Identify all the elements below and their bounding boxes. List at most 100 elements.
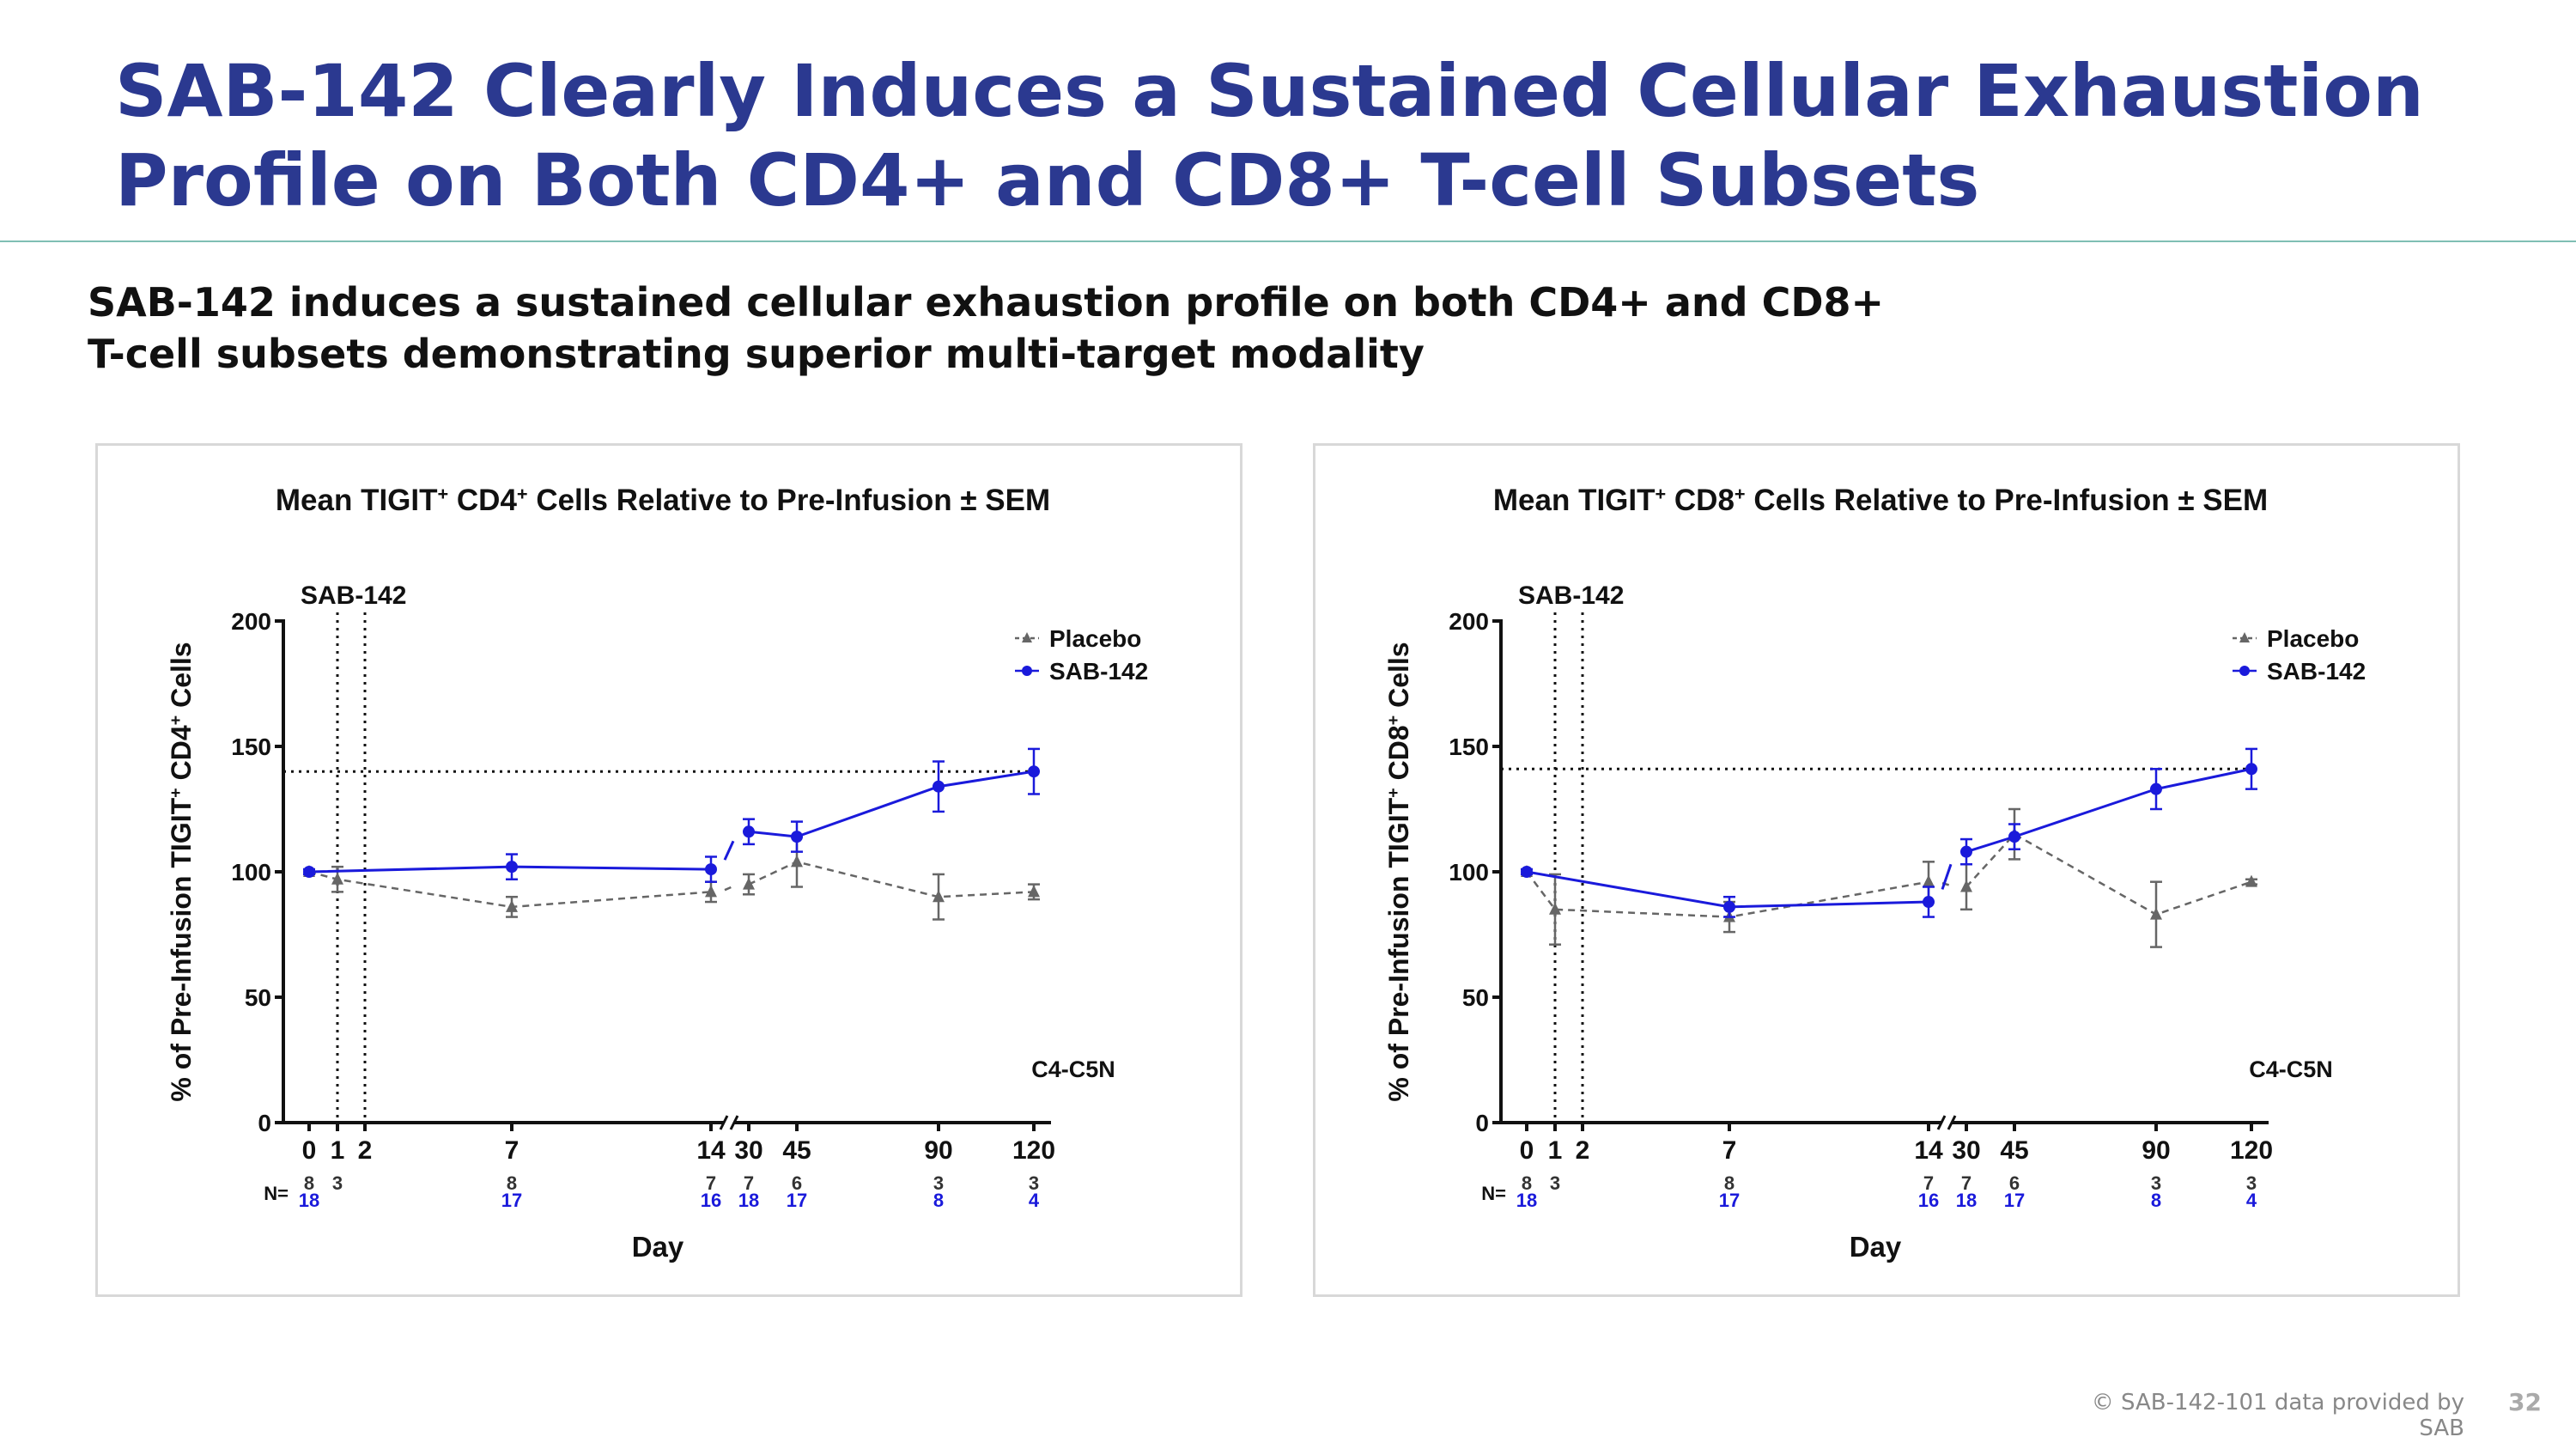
slide-subtitle-line2: T-cell subsets demonstrating superior mu… bbox=[88, 331, 1425, 377]
n-count-sab142: 18 bbox=[299, 1190, 319, 1211]
slide-title-line1: SAB-142 Clearly Induces a Sustained Cell… bbox=[115, 49, 2424, 133]
y-axis-label-part-1: + bbox=[1384, 788, 1403, 798]
n-count-placebo: 3 bbox=[2246, 1172, 2257, 1194]
y-axis-label-part-0: % of Pre-Infusion TIGIT bbox=[1383, 797, 1414, 1101]
n-count-placebo: 8 bbox=[1724, 1172, 1735, 1194]
data-point-sab142 bbox=[1960, 845, 1972, 858]
series-line-placebo bbox=[1965, 832, 2252, 916]
data-point-placebo bbox=[2150, 907, 2162, 920]
series-break-connector bbox=[1941, 863, 1953, 890]
y-tick-label: 0 bbox=[258, 1110, 271, 1136]
n-count-placebo: 7 bbox=[744, 1172, 754, 1194]
x-tick-label: 30 bbox=[1952, 1136, 1980, 1165]
data-point-sab142 bbox=[705, 863, 717, 876]
n-count-sab142: 18 bbox=[738, 1190, 759, 1211]
y-axis-label-part-0: % of Pre-Infusion TIGIT bbox=[166, 797, 197, 1101]
n-count-placebo: 8 bbox=[507, 1172, 517, 1194]
data-point-sab142 bbox=[303, 866, 315, 878]
n-count-placebo: 7 bbox=[1961, 1172, 1971, 1194]
data-point-sab142 bbox=[2150, 782, 2162, 795]
x-tick-label: 7 bbox=[1722, 1136, 1737, 1165]
chart-title-part-4: Cells Relative to Pre-Infusion ± SEM bbox=[528, 484, 1051, 517]
x-tick-label: 45 bbox=[782, 1136, 811, 1165]
x-tick-label: 45 bbox=[2000, 1136, 2028, 1165]
n-count-sab142: 18 bbox=[1516, 1190, 1537, 1211]
legend-marker-placebo bbox=[1022, 632, 1032, 642]
n-count-placebo: 3 bbox=[332, 1172, 343, 1194]
data-point-sab142 bbox=[506, 861, 518, 874]
series-line-sab142 bbox=[1965, 767, 2252, 854]
y-tick-label: 50 bbox=[245, 984, 271, 1011]
x-axis-break-mark bbox=[719, 1115, 729, 1130]
data-point-sab142 bbox=[1723, 900, 1735, 913]
x-tick-label: 7 bbox=[505, 1136, 519, 1165]
x-tick-label: 0 bbox=[302, 1136, 317, 1165]
series-line-placebo bbox=[1526, 871, 1929, 918]
n-count-placebo: 7 bbox=[1923, 1172, 1934, 1194]
legend-label-placebo: Placebo bbox=[2267, 625, 2359, 652]
n-label: N= bbox=[264, 1183, 289, 1204]
data-point-sab142 bbox=[2245, 763, 2257, 776]
n-count-sab142: 17 bbox=[1719, 1190, 1740, 1211]
y-tick-label: 50 bbox=[1462, 984, 1489, 1011]
n-count-sab142: 17 bbox=[2004, 1190, 2025, 1211]
data-point-placebo bbox=[743, 877, 755, 890]
n-count-sab142: 17 bbox=[501, 1190, 522, 1211]
series-break-connector bbox=[724, 885, 734, 892]
x-tick-label: 0 bbox=[1520, 1136, 1534, 1165]
n-label: N= bbox=[1481, 1183, 1506, 1204]
y-axis-label: % of Pre-Infusion TIGIT+ CD8+ Cells bbox=[1383, 642, 1414, 1101]
n-count-sab142: 17 bbox=[787, 1190, 807, 1211]
chart-panel-cd4: Mean TIGIT+ CD4+ Cells Relative to Pre-I… bbox=[95, 443, 1242, 1297]
cohort-label: C4-C5N bbox=[1031, 1056, 1115, 1082]
data-point-placebo bbox=[933, 890, 945, 903]
y-tick-label: 150 bbox=[1449, 734, 1489, 760]
n-count-placebo: 7 bbox=[706, 1172, 716, 1194]
chart-title-part-0: Mean TIGIT bbox=[276, 484, 438, 517]
data-point-placebo bbox=[1028, 885, 1040, 898]
y-tick-label: 200 bbox=[1449, 608, 1489, 635]
footer-source: © SAB-142-101 data provided by SAB bbox=[2091, 1390, 2464, 1441]
n-count-placebo: 3 bbox=[1550, 1172, 1560, 1194]
data-point-sab142 bbox=[791, 831, 803, 843]
chart-title-part-4: Cells Relative to Pre-Infusion ± SEM bbox=[1746, 484, 2269, 517]
chart-title: Mean TIGIT+ CD4+ Cells Relative to Pre-I… bbox=[276, 483, 1050, 518]
data-point-sab142 bbox=[1923, 896, 1935, 909]
data-point-sab142 bbox=[2008, 831, 2020, 843]
x-axis-break-mark bbox=[1947, 1115, 1957, 1130]
y-tick-label: 100 bbox=[231, 859, 271, 886]
chart-title-part-2: CD4 bbox=[448, 484, 517, 517]
data-point-placebo bbox=[2245, 874, 2257, 887]
n-count-sab142: 8 bbox=[933, 1190, 944, 1211]
chart-title: Mean TIGIT+ CD8+ Cells Relative to Pre-I… bbox=[1493, 483, 2268, 518]
n-count-placebo: 3 bbox=[933, 1172, 944, 1194]
x-tick-label: 14 bbox=[1914, 1136, 1943, 1165]
y-tick-label: 150 bbox=[231, 734, 271, 760]
series-line-sab142 bbox=[748, 770, 1035, 838]
data-point-sab142 bbox=[1028, 765, 1040, 778]
y-axis-label-part-3: + bbox=[1384, 715, 1403, 726]
legend-label-sab142: SAB-142 bbox=[2267, 658, 2366, 685]
x-tick-label: 120 bbox=[2230, 1136, 2273, 1165]
x-tick-label: 120 bbox=[1012, 1136, 1055, 1165]
cohort-label: C4-C5N bbox=[2249, 1056, 2333, 1082]
y-axis-label-part-2: CD8 bbox=[1383, 725, 1414, 788]
y-axis-label-part-1: + bbox=[167, 788, 185, 798]
y-axis-label-part-2: CD4 bbox=[166, 725, 197, 788]
legend-marker-sab142 bbox=[2239, 666, 2250, 676]
n-count-placebo: 3 bbox=[2151, 1172, 2161, 1194]
y-tick-label: 100 bbox=[1449, 859, 1489, 886]
data-point-placebo bbox=[791, 855, 803, 868]
slide-title-line2: Profile on Both CD4+ and CD8+ T-cell Sub… bbox=[115, 138, 1980, 222]
n-count-placebo: 6 bbox=[2009, 1172, 2020, 1194]
x-tick-label: 1 bbox=[331, 1136, 345, 1165]
y-axis-label: % of Pre-Infusion TIGIT+ CD4+ Cells bbox=[166, 642, 197, 1101]
x-axis-label: Day bbox=[1850, 1231, 1902, 1263]
x-tick-label: 2 bbox=[1576, 1136, 1590, 1165]
n-count-sab142: 4 bbox=[1029, 1190, 1040, 1211]
series-line-placebo bbox=[748, 861, 1035, 898]
x-axis-label: Day bbox=[632, 1231, 684, 1263]
n-count-sab142: 4 bbox=[2246, 1190, 2257, 1211]
data-point-sab142 bbox=[933, 780, 945, 793]
chart-panel-cd8: Mean TIGIT+ CD8+ Cells Relative to Pre-I… bbox=[1313, 443, 2460, 1297]
